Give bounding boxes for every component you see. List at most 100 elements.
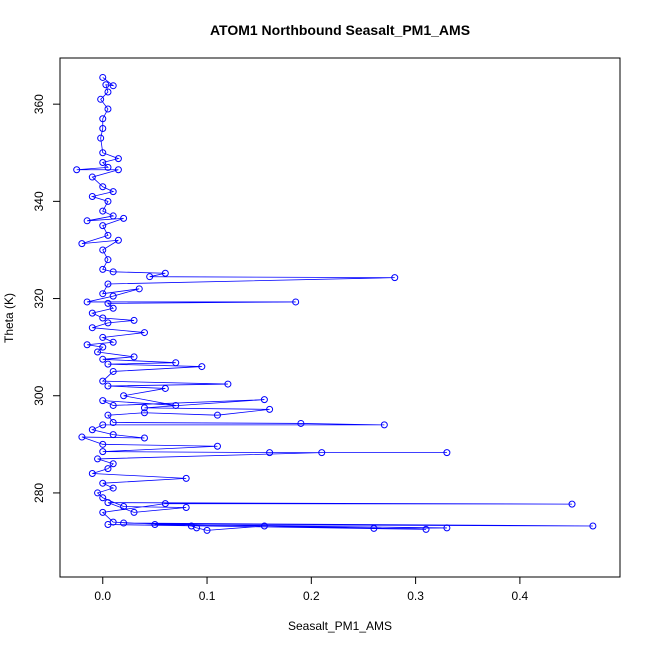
- data-point: [318, 449, 326, 457]
- x-tick-label: 0.1: [199, 589, 216, 603]
- data-point: [140, 404, 148, 412]
- data-point: [88, 173, 96, 181]
- data-point: [99, 343, 107, 351]
- data-point: [109, 367, 117, 375]
- data-point: [99, 265, 107, 273]
- x-axis-label: Seasalt_PM1_AMS: [288, 619, 392, 633]
- data-point: [109, 82, 117, 90]
- data-point: [97, 95, 105, 103]
- data-point: [99, 246, 107, 254]
- data-point: [104, 105, 112, 113]
- plot-frame: [59, 57, 621, 578]
- data-point: [104, 360, 112, 368]
- data-point: [104, 382, 112, 390]
- data-point: [120, 214, 128, 222]
- data-point: [109, 484, 117, 492]
- data-point: [78, 240, 86, 248]
- data-point: [99, 440, 107, 448]
- y-tick-label: 320: [32, 288, 46, 308]
- data-point: [102, 81, 110, 89]
- data-point: [151, 521, 159, 529]
- data-point: [88, 469, 96, 477]
- data-point: [589, 522, 597, 530]
- data-point: [172, 401, 180, 409]
- data-point: [99, 377, 107, 385]
- data-point: [140, 434, 148, 442]
- data-point: [109, 188, 117, 196]
- y-tick-label: 360: [32, 94, 46, 114]
- data-point: [260, 522, 268, 530]
- data-point: [88, 324, 96, 332]
- x-tick-label: 0.3: [407, 589, 424, 603]
- data-point: [146, 273, 154, 281]
- data-point: [182, 504, 190, 512]
- data-point: [266, 449, 274, 457]
- data-point: [114, 236, 122, 244]
- data-point: [104, 88, 112, 96]
- data-point: [109, 401, 117, 409]
- data-point: [140, 409, 148, 417]
- data-point: [109, 418, 117, 426]
- data-point: [104, 280, 112, 288]
- y-tick-label: 300: [32, 385, 46, 405]
- data-point: [370, 524, 378, 532]
- data-point: [213, 442, 221, 450]
- data-point: [109, 212, 117, 220]
- data-point: [266, 405, 274, 413]
- data-point: [99, 494, 107, 502]
- data-point: [120, 519, 128, 527]
- data-point: [109, 431, 117, 439]
- data-point: [99, 314, 107, 322]
- data-point: [443, 449, 451, 457]
- data-point: [130, 508, 138, 516]
- data-point: [99, 115, 107, 123]
- data-point: [78, 433, 86, 441]
- data-point: [161, 269, 169, 277]
- data-point: [224, 380, 232, 388]
- data-point: [104, 499, 112, 507]
- data-point: [140, 329, 148, 337]
- y-tick-label: 280: [32, 483, 46, 503]
- data-point: [161, 500, 169, 508]
- data-point: [187, 522, 195, 530]
- y-tick-label: 340: [32, 191, 46, 211]
- data-point: [99, 448, 107, 456]
- data-point: [109, 268, 117, 276]
- data-point: [120, 503, 128, 511]
- x-tick-label: 0.2: [303, 589, 320, 603]
- data-point: [97, 134, 105, 142]
- data-point: [203, 526, 211, 534]
- data-point: [380, 421, 388, 429]
- data-point: [260, 396, 268, 404]
- data-point: [391, 274, 399, 282]
- data-point: [83, 217, 91, 225]
- data-point: [99, 124, 107, 132]
- data-point: [104, 299, 112, 307]
- data-point: [99, 290, 107, 298]
- data-point: [88, 192, 96, 200]
- data-point: [94, 489, 102, 497]
- data-point: [73, 166, 81, 174]
- data-point: [99, 183, 107, 191]
- data-point: [99, 222, 107, 230]
- data-point: [130, 353, 138, 361]
- data-point: [443, 524, 451, 532]
- data-point: [94, 455, 102, 463]
- data-point: [109, 292, 117, 300]
- data-point: [109, 518, 117, 526]
- data-point: [83, 341, 91, 349]
- data-point: [198, 363, 206, 371]
- data-point: [135, 285, 143, 293]
- data-point: [99, 479, 107, 487]
- data-point: [104, 197, 112, 205]
- data-point: [99, 355, 107, 363]
- data-point: [114, 155, 122, 163]
- data-point: [213, 411, 221, 419]
- x-tick-label: 0.0: [94, 589, 111, 603]
- data-point: [88, 426, 96, 434]
- data-point: [94, 348, 102, 356]
- data-point: [292, 298, 300, 306]
- data-point: [104, 231, 112, 239]
- data-point: [99, 421, 107, 429]
